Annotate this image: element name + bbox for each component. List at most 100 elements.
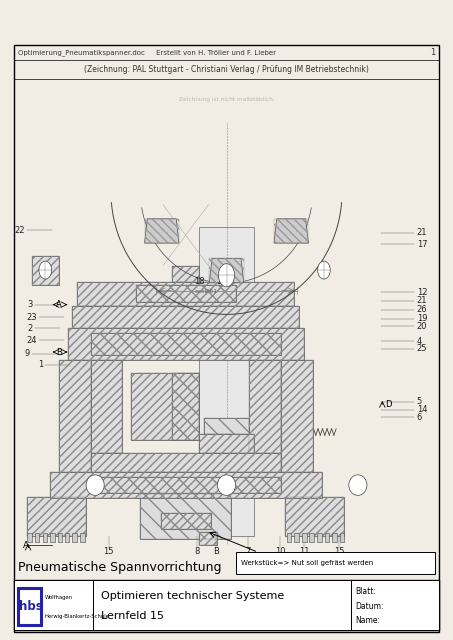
Text: 21: 21 [417, 228, 427, 237]
Bar [285, 497, 344, 536]
Bar [77, 282, 294, 306]
Bar [91, 360, 122, 453]
Bar [172, 266, 199, 282]
Bar [59, 360, 91, 472]
Circle shape [39, 261, 52, 279]
Bar [91, 453, 281, 472]
Text: Datum:: Datum: [356, 602, 384, 611]
Text: 17: 17 [417, 240, 427, 249]
Text: 24: 24 [27, 336, 37, 345]
Text: A: A [56, 300, 62, 309]
Bar [32, 256, 59, 285]
Text: 1: 1 [429, 48, 435, 57]
Text: 20: 20 [417, 322, 427, 331]
Bar [199, 532, 217, 545]
Bar [14, 580, 93, 630]
Text: Herwig-Blankertz-Schule: Herwig-Blankertz-Schule [44, 614, 109, 619]
Bar [317, 533, 322, 542]
Polygon shape [274, 219, 308, 243]
Bar [274, 219, 308, 243]
Text: 12: 12 [417, 288, 427, 297]
Text: Wolfhagen: Wolfhagen [44, 595, 72, 600]
Bar [14, 580, 439, 630]
Bar [199, 434, 254, 453]
Ellipse shape [217, 475, 236, 495]
Bar [285, 497, 344, 536]
Bar [172, 373, 199, 440]
Text: 15: 15 [333, 547, 344, 556]
Text: 23: 23 [27, 313, 37, 322]
Bar [340, 533, 344, 542]
Bar [91, 360, 122, 453]
Text: Pneumatische Spannvorrichtung: Pneumatische Spannvorrichtung [18, 561, 222, 574]
Polygon shape [209, 259, 244, 283]
Bar [249, 360, 281, 453]
Bar [91, 333, 281, 355]
Text: Optimieren technischer Systeme: Optimieren technischer Systeme [101, 591, 284, 601]
Bar [204, 418, 249, 434]
Bar [68, 328, 304, 360]
Text: 10: 10 [275, 547, 285, 556]
Bar [93, 580, 351, 630]
Bar [161, 513, 211, 529]
Circle shape [218, 264, 235, 287]
Text: Optimierung_Pneumatikspanner.doc     Erstellt von H. Tröller und F. Lieber: Optimierung_Pneumatikspanner.doc Erstell… [18, 49, 276, 56]
Text: D: D [385, 400, 391, 409]
Bar [281, 360, 313, 472]
Bar [325, 533, 329, 542]
Text: Lernfeld 15: Lernfeld 15 [101, 611, 164, 621]
Text: 4: 4 [417, 337, 422, 346]
Text: 5: 5 [417, 397, 422, 406]
Text: 25: 25 [417, 344, 427, 353]
Bar [199, 227, 254, 536]
Text: 3: 3 [27, 300, 33, 309]
Bar [43, 533, 47, 542]
Text: 18: 18 [194, 277, 205, 286]
Bar [145, 219, 179, 243]
Bar [281, 360, 313, 472]
Text: hbs: hbs [19, 600, 43, 612]
Bar [131, 373, 199, 440]
Bar [294, 533, 299, 542]
Bar [172, 373, 199, 440]
Bar [199, 532, 217, 545]
Text: 7: 7 [246, 547, 251, 556]
Text: 8: 8 [194, 547, 200, 556]
Text: Zeichnung ist nicht maßstäblich.: Zeichnung ist nicht maßstäblich. [178, 97, 275, 102]
Text: 13: 13 [216, 277, 226, 286]
Bar [58, 533, 62, 542]
Text: 21: 21 [417, 296, 427, 305]
Text: 1: 1 [38, 360, 43, 369]
Text: Blatt:: Blatt: [356, 588, 376, 596]
Bar [27, 497, 86, 536]
Text: 22: 22 [14, 226, 25, 235]
Text: 11: 11 [299, 547, 310, 556]
Bar [80, 533, 85, 542]
Bar [302, 533, 307, 542]
Bar [91, 453, 281, 472]
Text: Werkstück=> Nut soll gefräst werden: Werkstück=> Nut soll gefräst werden [241, 560, 373, 566]
Bar [136, 285, 236, 302]
Bar [91, 333, 281, 355]
Text: B: B [56, 348, 62, 356]
Text: Name:: Name: [356, 616, 381, 625]
Text: A: A [23, 541, 29, 550]
Bar [136, 285, 236, 302]
Bar [131, 373, 199, 440]
Bar [199, 434, 254, 453]
Bar [32, 256, 59, 285]
Bar [209, 259, 244, 283]
Bar [72, 306, 299, 328]
Text: B: B [213, 547, 218, 556]
Bar [287, 533, 291, 542]
Text: (Zeichnung: PAL Stuttgart - Christiani Verlag / Prüfung IM Betriebstechnik): (Zeichnung: PAL Stuttgart - Christiani V… [84, 65, 369, 74]
Text: 14: 14 [417, 405, 427, 414]
Bar [91, 477, 281, 493]
Bar [236, 552, 435, 574]
Bar [68, 328, 304, 360]
Bar [204, 418, 249, 434]
Text: 19: 19 [417, 314, 427, 323]
Bar [50, 533, 55, 542]
Bar [72, 533, 77, 542]
Bar [27, 497, 86, 536]
